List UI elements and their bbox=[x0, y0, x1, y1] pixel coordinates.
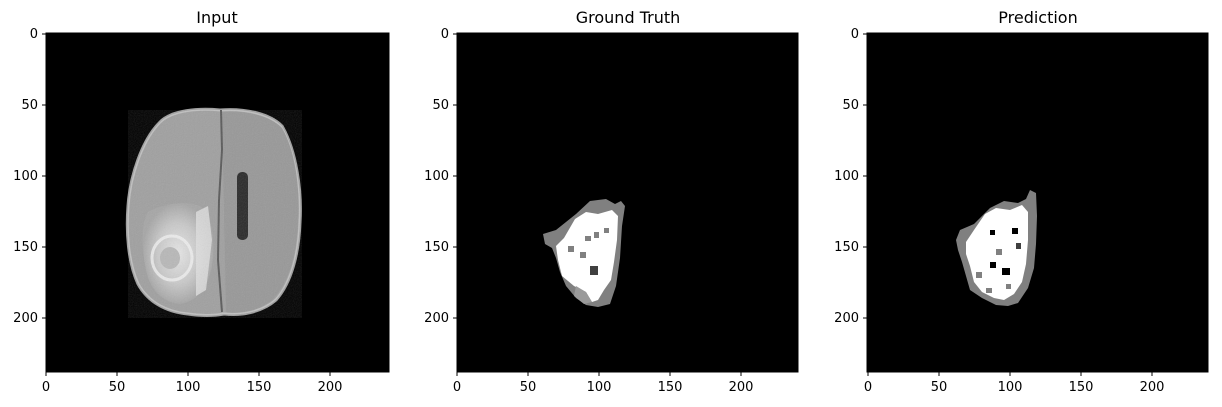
y-tick-label: 150 bbox=[424, 240, 449, 255]
y-tick-label: 150 bbox=[13, 240, 38, 255]
y-tick-label: 50 bbox=[21, 98, 38, 113]
y-tick-label: 100 bbox=[834, 169, 859, 184]
x-axis: 0 50 100 150 200 bbox=[864, 372, 1165, 395]
panel-input: Input 0 50 bbox=[13, 8, 390, 395]
panel-title: Prediction bbox=[998, 8, 1077, 27]
x-tick-label: 100 bbox=[587, 380, 612, 395]
x-tick-label: 150 bbox=[247, 380, 272, 395]
axes-frame bbox=[866, 32, 1209, 373]
x-tick-label: 50 bbox=[931, 380, 948, 395]
y-tick-label: 200 bbox=[424, 311, 449, 326]
panel-title: Ground Truth bbox=[576, 8, 681, 27]
x-tick-label: 150 bbox=[658, 380, 683, 395]
y-tick-label: 0 bbox=[851, 27, 859, 42]
x-tick-label: 0 bbox=[864, 380, 872, 395]
panel-title: Input bbox=[196, 8, 237, 27]
x-tick-label: 200 bbox=[729, 380, 754, 395]
x-axis: 0 50 100 150 200 bbox=[42, 372, 343, 395]
y-axis: 0 50 100 150 200 bbox=[834, 27, 867, 326]
y-tick-label: 200 bbox=[834, 311, 859, 326]
y-axis: 0 50 100 150 200 bbox=[13, 27, 46, 326]
x-tick-label: 0 bbox=[453, 380, 461, 395]
ground-truth-mask bbox=[543, 199, 625, 307]
y-tick-label: 200 bbox=[13, 311, 38, 326]
x-tick-label: 0 bbox=[42, 380, 50, 395]
axes-frame bbox=[456, 32, 799, 373]
y-tick-label: 0 bbox=[30, 27, 38, 42]
x-tick-label: 200 bbox=[1140, 380, 1165, 395]
image-background bbox=[457, 33, 798, 372]
x-tick-label: 100 bbox=[176, 380, 201, 395]
y-tick-label: 150 bbox=[834, 240, 859, 255]
y-tick-label: 0 bbox=[441, 27, 449, 42]
y-tick-label: 100 bbox=[424, 169, 449, 184]
x-tick-label: 200 bbox=[318, 380, 343, 395]
image-background bbox=[867, 33, 1208, 372]
x-tick-label: 100 bbox=[998, 380, 1023, 395]
prediction-mask bbox=[956, 190, 1037, 306]
y-tick-label: 50 bbox=[842, 98, 859, 113]
y-tick-label: 50 bbox=[432, 98, 449, 113]
panel-prediction: Prediction 0 50 100 1 bbox=[834, 8, 1209, 395]
x-axis: 0 50 100 150 200 bbox=[453, 372, 754, 395]
y-axis: 0 50 100 150 200 bbox=[424, 27, 457, 326]
x-tick-label: 150 bbox=[1069, 380, 1094, 395]
x-tick-label: 50 bbox=[520, 380, 537, 395]
x-tick-label: 50 bbox=[109, 380, 126, 395]
y-tick-label: 100 bbox=[13, 169, 38, 184]
mri-brain-slice bbox=[125, 107, 302, 318]
axes-frame bbox=[45, 32, 390, 373]
panel-ground-truth: Ground Truth 0 50 100 150 200 bbox=[424, 8, 799, 395]
